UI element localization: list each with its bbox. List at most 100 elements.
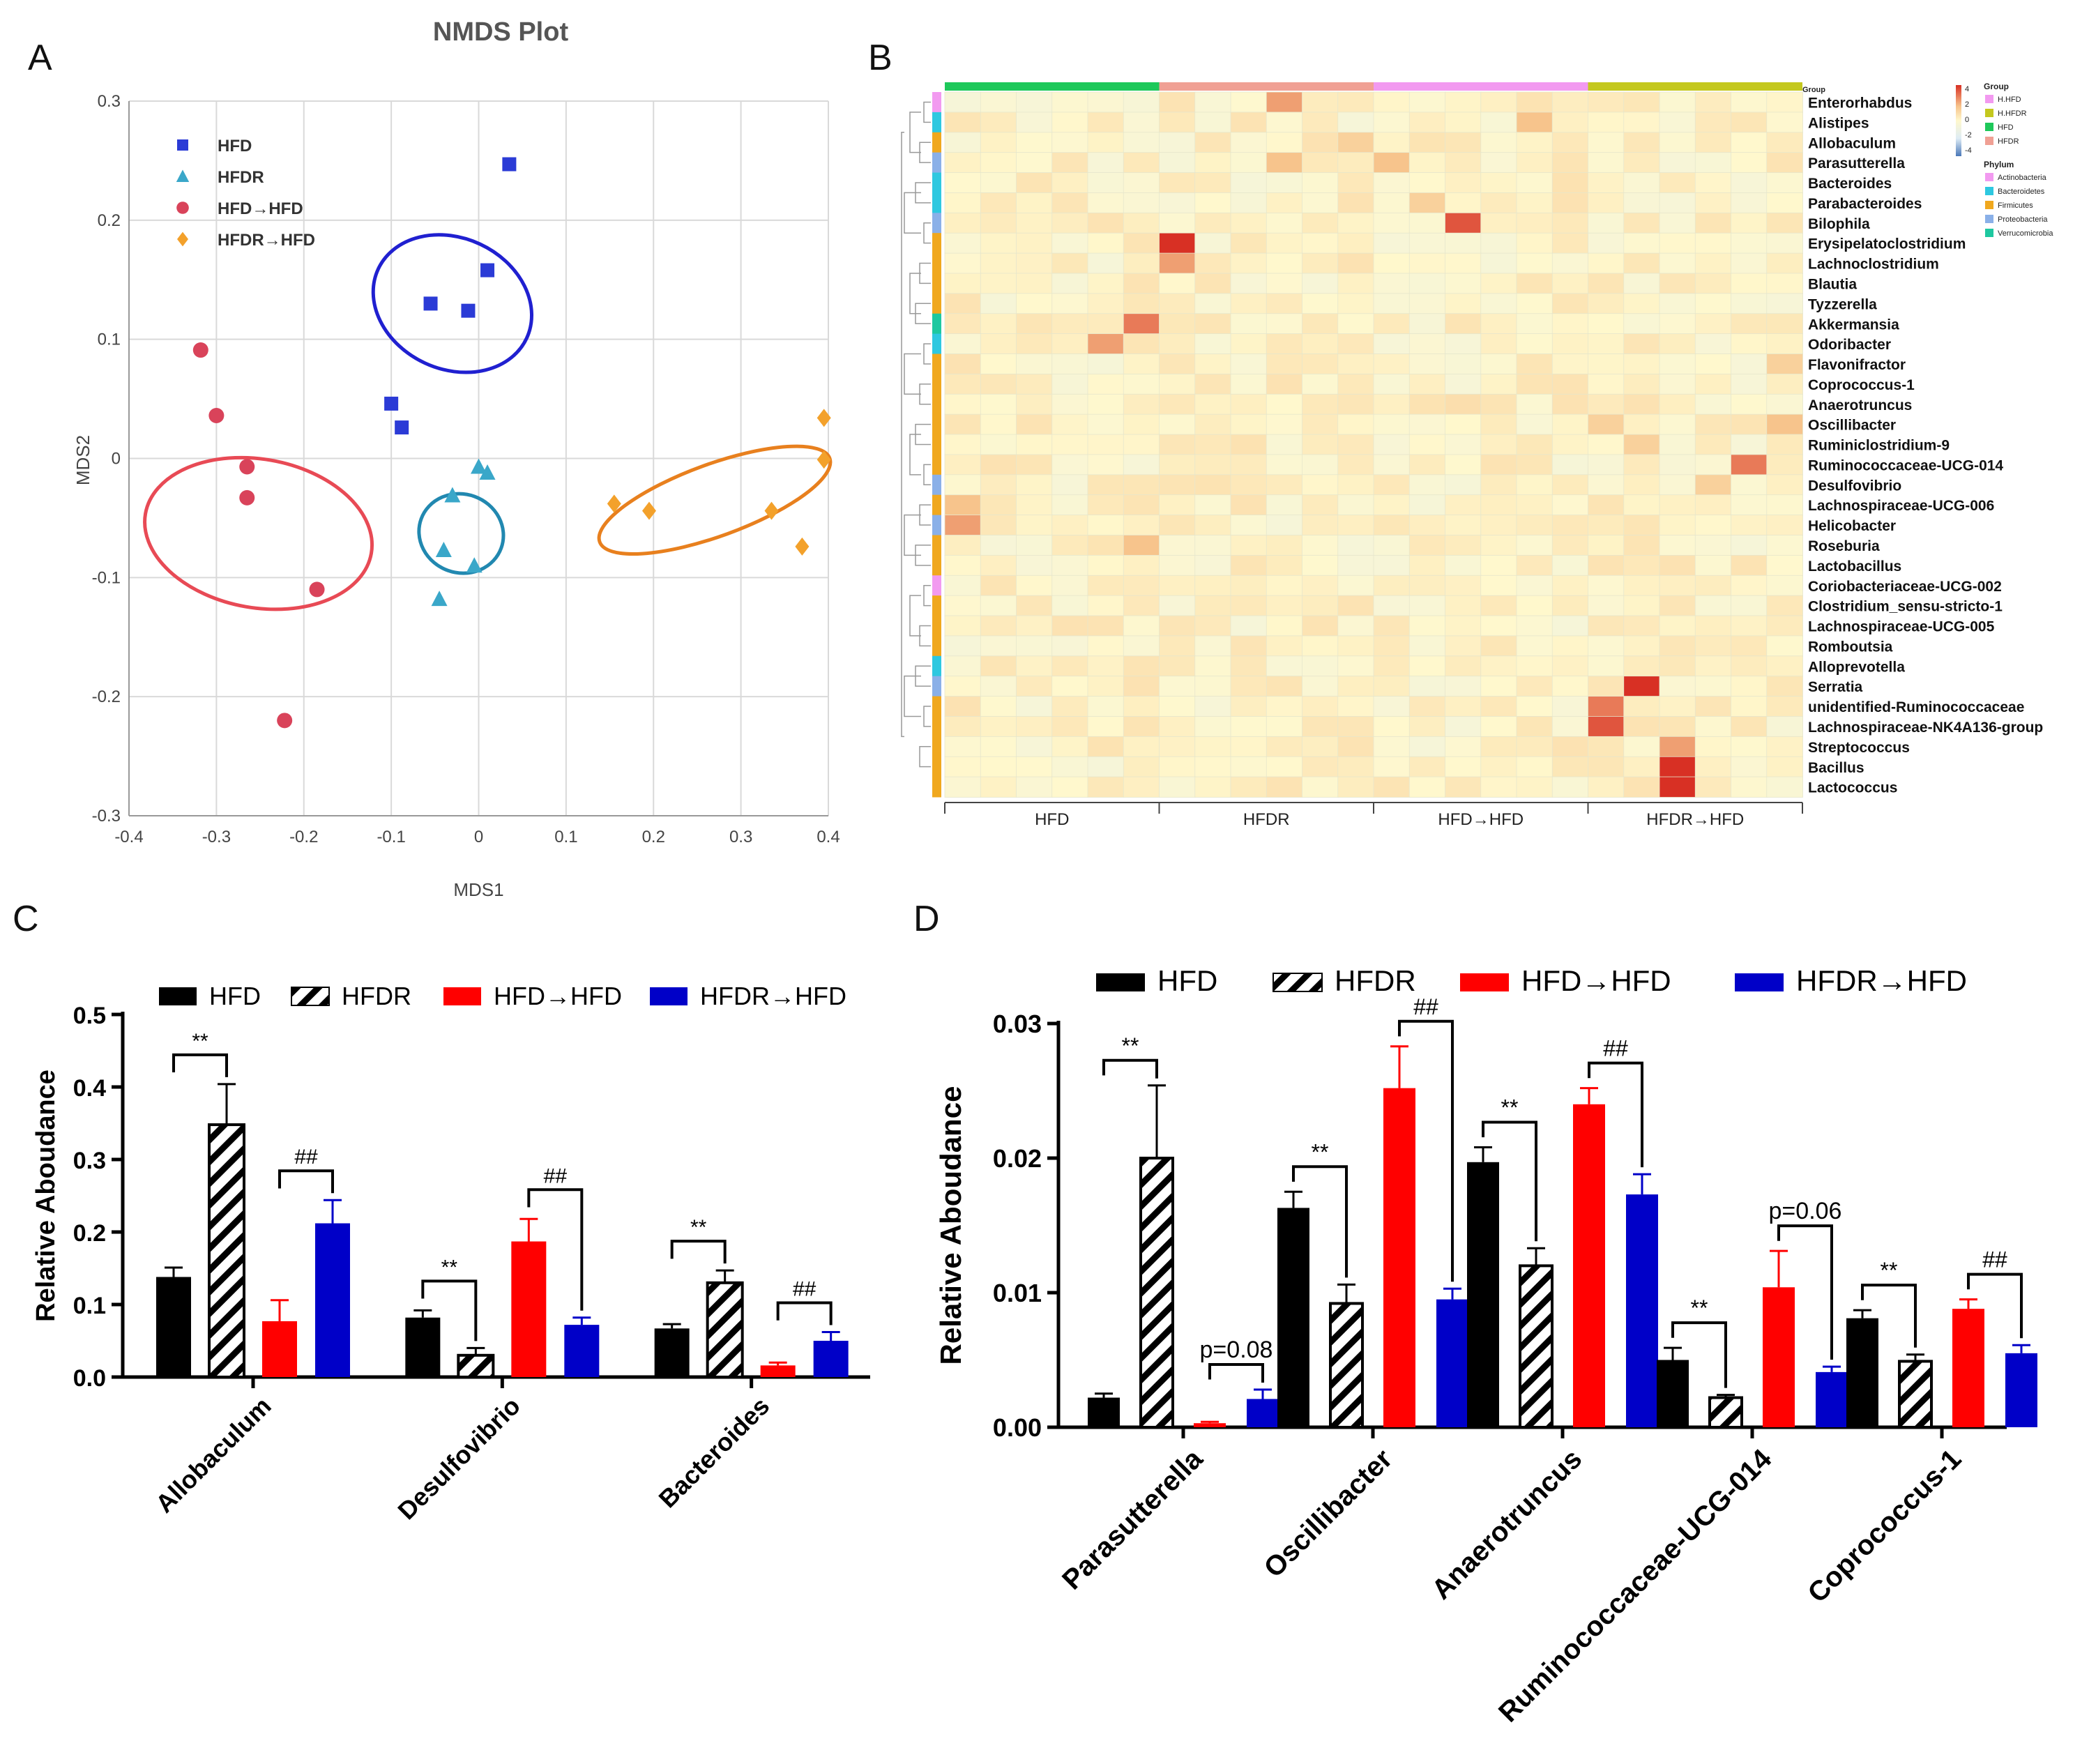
- bar: [1277, 1208, 1309, 1427]
- x-tick-label: 0.2: [642, 828, 665, 846]
- heatmap-cell: [1266, 353, 1303, 375]
- heatmap-cell: [1766, 293, 1803, 314]
- heatmap-cell: [1373, 515, 1411, 536]
- heatmap-cell: [1623, 232, 1660, 254]
- heatmap-cell: [980, 293, 1017, 314]
- group-ellipse: [371, 233, 534, 374]
- heatmap-cell: [1516, 374, 1554, 395]
- heatmap-cell: [1337, 393, 1374, 416]
- heatmap-cell: [1373, 293, 1411, 314]
- heatmap-cell: [1337, 293, 1374, 314]
- heatmap-cell: [1694, 434, 1732, 455]
- heatmap-row-label: Coprococcus-1: [1808, 377, 1915, 393]
- heatmap-cell: [1766, 91, 1803, 113]
- heatmap-cell: [1694, 515, 1732, 536]
- heatmap-cell: [1766, 474, 1803, 496]
- heatmap-cell: [1302, 313, 1339, 335]
- significance-bracket: [1777, 1224, 1833, 1360]
- heatmap-cell: [1373, 313, 1411, 335]
- heatmap-cell: [1694, 152, 1732, 174]
- heatmap-cell: [1087, 595, 1125, 616]
- legend-swatch: [1985, 109, 1993, 117]
- heatmap-cell: [980, 212, 1017, 234]
- heatmap-cell: [1337, 132, 1374, 153]
- y-tick-label: 0.4: [73, 1075, 106, 1102]
- x-axis-label: MDS1: [453, 879, 503, 900]
- heatmap-cell: [944, 655, 982, 677]
- heatmap-cell: [1230, 554, 1268, 577]
- heatmap-cell: [1051, 554, 1088, 577]
- heatmap-cell: [1694, 112, 1732, 133]
- heatmap-cell: [980, 676, 1017, 697]
- data-point: [466, 557, 483, 573]
- bar: [1467, 1162, 1499, 1427]
- heatmap-cell: [1551, 595, 1589, 616]
- heatmap-cell: [980, 313, 1017, 335]
- heatmap-cell: [1051, 615, 1088, 637]
- group-label: HFDR: [1243, 810, 1290, 829]
- heatmap-cell: [1659, 434, 1696, 455]
- heatmap-cell: [1051, 575, 1088, 597]
- heatmap-cell: [1659, 535, 1696, 556]
- panel-letter-d: D: [913, 899, 940, 939]
- heatmap-cell: [1159, 273, 1196, 294]
- phylum-annotation-cell: [932, 353, 941, 374]
- heatmap-cell: [1302, 716, 1339, 738]
- heatmap-cell: [1408, 595, 1446, 616]
- heatmap-cell: [1087, 535, 1125, 556]
- heatmap-cell: [1087, 554, 1125, 577]
- heatmap-cell: [944, 132, 982, 153]
- heatmap-cell: [1408, 393, 1446, 416]
- heatmap-cell: [1659, 132, 1696, 153]
- heatmap-cell: [1123, 776, 1160, 798]
- heatmap-cell: [1445, 595, 1482, 616]
- heatmap-cell: [1766, 595, 1803, 616]
- heatmap-cell: [1694, 635, 1732, 657]
- heatmap-cell: [1766, 353, 1803, 375]
- heatmap-cell: [1588, 374, 1625, 395]
- heatmap-cell: [980, 273, 1017, 294]
- heatmap-cell: [1516, 172, 1554, 194]
- heatmap-cell: [1016, 393, 1053, 416]
- bar: [1247, 1399, 1279, 1427]
- heatmap-cell: [1123, 615, 1160, 637]
- heatmap-cell: [1016, 615, 1053, 637]
- heatmap-cell: [1051, 152, 1088, 174]
- heatmap-cell: [1445, 293, 1482, 314]
- heatmap-cell: [1302, 434, 1339, 455]
- heatmap-cell: [1159, 393, 1196, 416]
- heatmap-cell: [1694, 696, 1732, 717]
- heatmap-cell: [1087, 212, 1125, 234]
- heatmap-cell: [1194, 554, 1231, 577]
- heatmap-cell: [1408, 313, 1446, 335]
- heatmap-cell: [1051, 353, 1088, 375]
- data-point: [395, 420, 409, 435]
- group-color-bar: [1374, 82, 1588, 91]
- data-point: [480, 263, 495, 277]
- heatmap-cell: [1623, 716, 1660, 738]
- phylum-annotation-cell: [932, 454, 941, 476]
- heatmap-cell: [1230, 635, 1268, 657]
- heatmap-cell: [1266, 393, 1303, 416]
- heatmap-cell: [1230, 273, 1268, 294]
- heatmap-cell: [1408, 91, 1446, 113]
- heatmap-cell: [1194, 393, 1231, 416]
- heatmap-cell: [1551, 91, 1589, 113]
- heatmap-cell: [1302, 474, 1339, 496]
- x-category-label: Bacteroides: [653, 1392, 775, 1514]
- heatmap-cell: [1766, 232, 1803, 254]
- heatmap-cell: [1230, 575, 1268, 597]
- heatmap-cell: [1445, 333, 1482, 355]
- heatmap-cell: [1016, 91, 1053, 113]
- heatmap-cell: [1694, 333, 1732, 355]
- heatmap-cell: [944, 554, 982, 577]
- heatmap-cell: [1408, 374, 1446, 395]
- color-scale-tick: -4: [1965, 146, 1972, 155]
- heatmap-cell: [1230, 112, 1268, 133]
- heatmap-cell: [1731, 252, 1768, 274]
- heatmap-cell: [1123, 736, 1160, 758]
- significance-label: **: [1691, 1295, 1708, 1321]
- heatmap-cell: [1445, 575, 1482, 597]
- heatmap-cell: [1766, 152, 1803, 174]
- heatmap-cell: [1659, 252, 1696, 274]
